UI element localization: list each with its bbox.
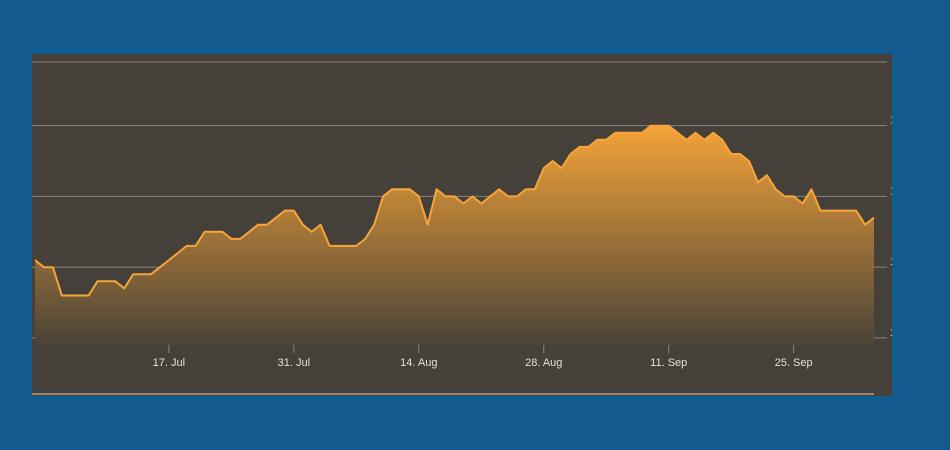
series-area [35, 125, 874, 345]
x-tick-label: 25. Sep [775, 357, 813, 369]
x-tick-label: 11. Sep [650, 357, 687, 369]
x-tick-label: 17. Jul [153, 357, 185, 369]
x-tick-label: 31. Jul [278, 357, 310, 369]
x-tick-label: 28. Aug [525, 357, 562, 369]
y-tick-label: 15 [890, 327, 892, 339]
y-tick-label: 16 [890, 256, 892, 268]
y-tick-label: 17 [890, 185, 892, 197]
area-chart: 17. Jul 31. Jul 14. Aug 28. Aug 11. Sep 25. S… [32, 61, 892, 395]
chart-panel: 17. Jul 31. Jul 14. Aug 28. Aug 11. Sep 25. S… [32, 54, 892, 396]
y-tick-label: 18 [890, 115, 892, 127]
x-tick-label: 14. Aug [400, 357, 437, 369]
series-line [34, 124, 875, 297]
